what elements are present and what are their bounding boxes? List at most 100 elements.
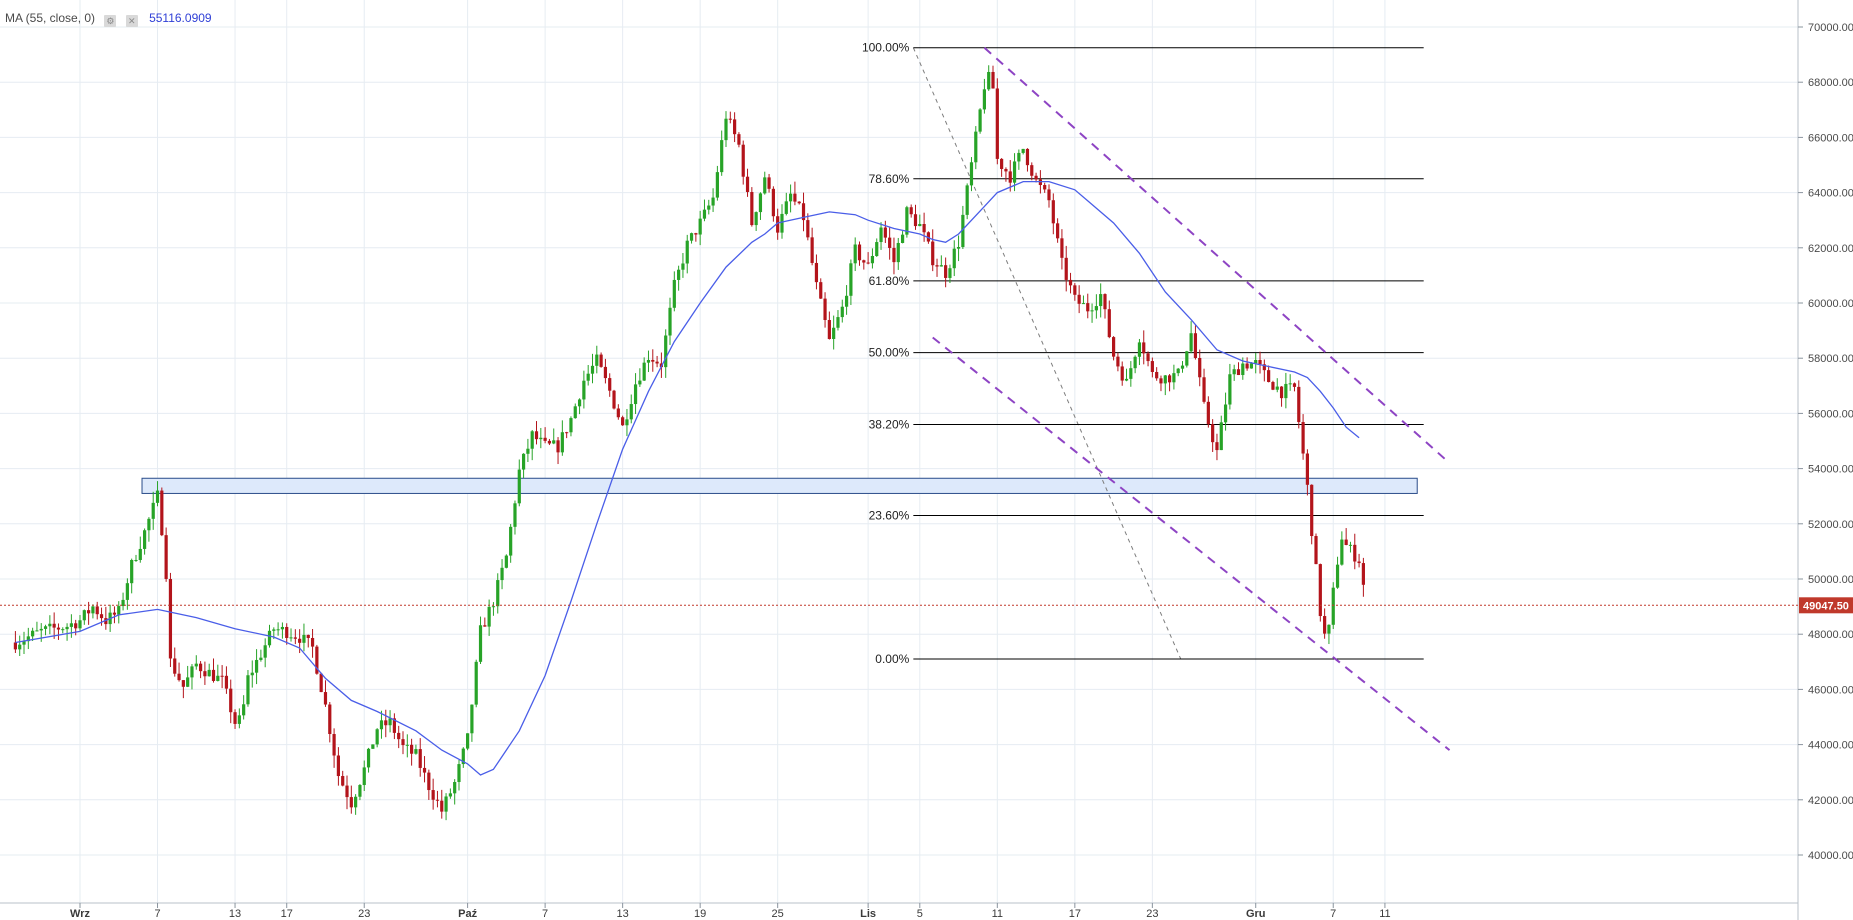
candle-body (418, 749, 422, 768)
candle-body (143, 530, 147, 549)
time-tick-label: 7 (1330, 908, 1336, 920)
candle-body (1305, 453, 1309, 485)
candle-body (1215, 442, 1219, 451)
candle-body (922, 224, 926, 233)
candle-body (250, 672, 254, 676)
candle-body (13, 642, 17, 650)
candle-body (220, 675, 224, 677)
candle-body (155, 490, 160, 503)
candle-body (1310, 484, 1314, 537)
candle-body (1159, 378, 1163, 384)
fib-level-label: 0.00% (875, 652, 909, 666)
candle-body (444, 796, 448, 812)
candle-body (892, 247, 896, 263)
candle-body (1116, 356, 1120, 367)
candle-body (1146, 353, 1150, 362)
candle-body (1120, 366, 1124, 381)
candle-body (233, 712, 237, 724)
candle-body (366, 748, 371, 768)
candle-body (483, 625, 487, 627)
candle-body (1155, 371, 1159, 379)
candle-body (694, 233, 698, 235)
candle-body (194, 663, 198, 667)
candle-body (272, 629, 276, 631)
candle-body (573, 406, 577, 419)
time-tick-label: 11 (992, 908, 1003, 920)
price-tick-label: 46000.00 (1808, 684, 1853, 696)
candle-body (1012, 161, 1017, 183)
channel-lower-line (932, 336, 1451, 751)
candle-body (276, 629, 280, 631)
candle-body (621, 417, 625, 426)
candle-body (125, 583, 129, 600)
candle-body (995, 88, 999, 159)
candle-body (771, 188, 775, 217)
candle-body (1129, 368, 1133, 379)
candle-body (1228, 374, 1232, 405)
price-tick-label: 52000.00 (1808, 519, 1853, 531)
candle-body (866, 262, 870, 264)
candle-body (448, 793, 452, 797)
candle-body (121, 599, 125, 607)
candle-body (289, 637, 293, 639)
gear-icon[interactable]: ⚙ (104, 15, 117, 27)
candle-body (668, 307, 672, 336)
candle-body (789, 193, 793, 202)
candle-body (905, 207, 909, 235)
time-tick-label: Wrz (70, 908, 90, 920)
price-tick-label: 54000.00 (1808, 464, 1853, 476)
candle-body (862, 260, 866, 263)
time-tick-label: 7 (542, 908, 548, 920)
candle-body (521, 453, 526, 470)
candle-body (56, 627, 61, 630)
candle-body (405, 744, 409, 746)
candle-body (543, 437, 547, 441)
candle-body (39, 628, 43, 631)
close-icon[interactable]: ✕ (125, 15, 138, 27)
candle-body (186, 677, 190, 687)
candle-body (91, 606, 95, 614)
candle-body (1314, 536, 1318, 565)
price-tick-label: 40000.00 (1808, 850, 1853, 862)
candle-body (315, 646, 319, 674)
indicator-legend: MA (55, close, 0) ⚙ ✕ 55116.0909 (5, 11, 212, 27)
price-tick-label: 70000.00 (1808, 22, 1853, 34)
candle-body (328, 704, 332, 735)
candle-body (229, 688, 233, 713)
candle-body (814, 262, 819, 283)
candle-body (1099, 294, 1103, 307)
channel-upper-line (983, 46, 1451, 464)
time-tick-label: 23 (1146, 908, 1158, 920)
candle-body (745, 176, 750, 193)
candle-body (1284, 383, 1288, 399)
candle-body (43, 626, 48, 629)
candle-body (965, 185, 969, 215)
candle-body (345, 785, 349, 798)
candle-body (991, 71, 995, 89)
candle-body (1086, 303, 1090, 312)
candle-body (453, 782, 457, 794)
candle-body (539, 437, 543, 440)
candle-body (1043, 185, 1047, 190)
candle-body (487, 606, 491, 627)
candle-body (1068, 279, 1073, 286)
candle-body (978, 109, 982, 132)
candle-body (306, 634, 310, 638)
candle-body (1206, 401, 1210, 425)
candle-body (780, 213, 784, 233)
candle-body (1112, 337, 1116, 357)
candle-body (35, 630, 39, 632)
time-tick-label: 23 (358, 908, 370, 920)
candle-body (534, 431, 539, 440)
candle-body (590, 365, 595, 374)
fib-level-label: 38.20% (869, 417, 910, 431)
candle-body (849, 263, 853, 296)
candle-body (341, 776, 345, 786)
candle-body (95, 606, 99, 615)
candle-body (702, 209, 707, 219)
candle-body (466, 733, 470, 749)
candle-body (629, 404, 633, 420)
candle-body (939, 265, 943, 267)
